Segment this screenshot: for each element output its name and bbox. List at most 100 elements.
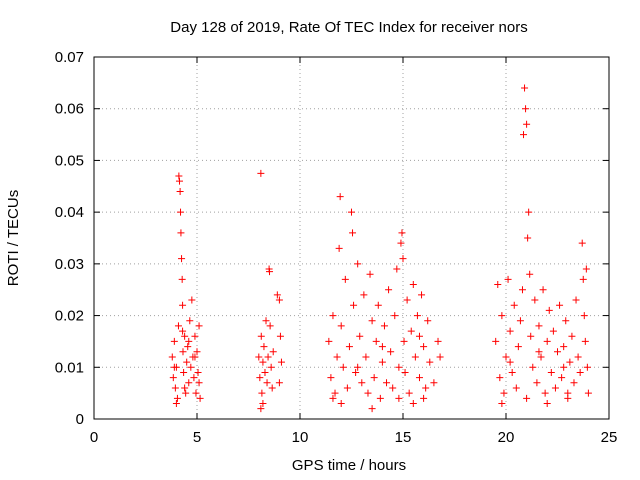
data-point [170,337,178,345]
y-tick-label: 0.06 [55,101,84,118]
data-point [422,384,430,392]
data-point [566,358,574,366]
data-point [524,234,532,242]
data-point [176,187,184,195]
data-point [360,291,368,299]
data-point [263,379,271,387]
data-point [181,384,189,392]
data-point [506,327,514,335]
data-point [521,84,529,92]
data-point [257,405,265,413]
data-point [192,389,200,397]
data-point [177,208,185,216]
data-point [275,379,283,387]
data-point [570,379,578,387]
data-point [562,317,570,325]
data-point [424,317,432,325]
data-point [331,389,339,397]
data-point [560,343,568,351]
data-point [401,368,409,376]
data-point [376,394,384,402]
data-point [171,384,179,392]
x-tick-label: 25 [601,429,618,446]
data-point [374,301,382,309]
data-point [173,394,181,402]
data-point [364,389,372,397]
data-point [581,337,589,345]
data-point [266,268,274,276]
data-point [533,379,541,387]
data-point [583,363,591,371]
data-point [399,255,407,263]
data-point [389,384,397,392]
data-point [514,343,522,351]
y-tick-label: 0.07 [55,49,84,66]
data-point [582,265,590,273]
data-point [383,379,391,387]
data-point [175,172,183,180]
data-point [339,363,347,371]
y-tick-label: 0.04 [55,204,84,221]
data-point [188,296,196,304]
data-point [260,343,268,351]
data-point [492,337,500,345]
data-point [494,281,502,289]
data-point [502,353,510,361]
data-point [177,229,185,237]
axis-ticks: 0 5 10 15 20 25 0 0.01 0.02 0.03 0.04 0.05 0.06 0.07 [55,49,618,446]
data-point [527,332,535,340]
data-point [556,301,564,309]
data-point [378,343,386,351]
data-point [181,332,189,340]
data-point [350,301,358,309]
data-point [409,281,417,289]
data-point [554,348,561,356]
data-point [549,327,557,335]
data-point [277,358,285,366]
data-point [368,317,376,325]
data-point [529,363,537,371]
data-point [273,291,281,299]
data-point [496,374,504,382]
data-point [397,239,405,247]
data-point [584,389,592,397]
data-point [255,353,263,361]
data-point [508,368,516,376]
data-point [185,379,193,387]
data-point [354,363,362,371]
data-point [362,353,370,361]
data-point [178,275,186,283]
data-point [259,399,267,407]
data-points [168,84,592,413]
data-point [257,332,265,340]
data-point [366,270,374,278]
data-point [178,255,186,263]
data-point [395,363,403,371]
data-point [186,317,194,325]
data-point [574,353,582,361]
data-point [572,296,580,304]
data-point [518,286,526,294]
data-point [531,296,539,304]
data-point [175,177,183,185]
data-point [190,374,198,382]
data-point [169,374,177,382]
data-point [184,343,192,351]
data-point [420,343,428,351]
data-point [180,368,188,376]
data-point [378,358,386,366]
data-point [400,337,408,345]
y-tick-label: 0.01 [55,359,84,376]
data-point [194,368,202,376]
data-point [523,120,531,128]
data-point [264,353,272,361]
data-point [576,368,584,376]
data-point [526,270,534,278]
data-point [391,312,399,320]
data-point [358,379,366,387]
data-point [195,379,203,387]
y-axis-label: ROTI / TECUs [5,190,22,286]
data-point [568,332,576,340]
data-point [349,229,357,237]
data-point [426,358,434,366]
